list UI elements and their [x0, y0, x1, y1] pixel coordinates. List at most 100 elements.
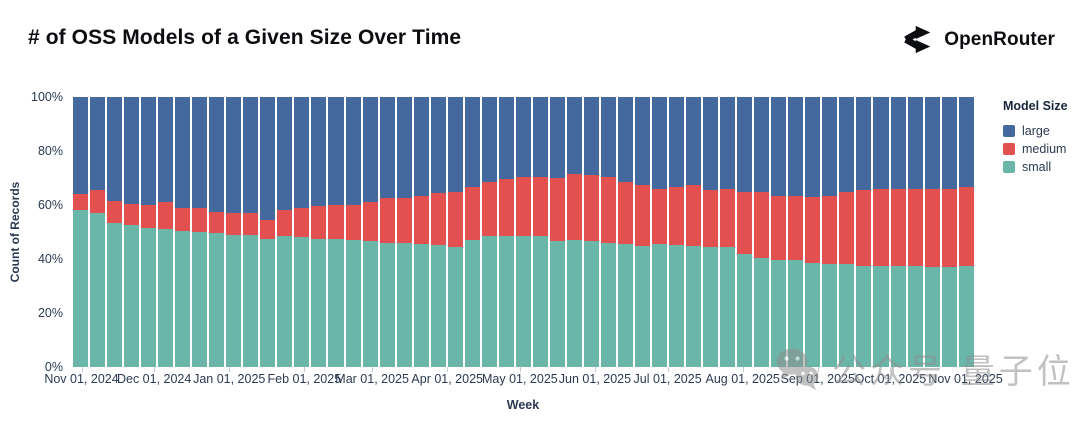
bar-segment-large[interactable] — [754, 97, 770, 192]
bar-segment-small[interactable] — [447, 246, 463, 367]
bar-segment-large[interactable] — [566, 97, 582, 174]
stacked-bar[interactable] — [652, 97, 668, 367]
bar-segment-medium[interactable] — [720, 188, 736, 247]
bar-segment-medium[interactable] — [90, 190, 106, 214]
bar-segment-large[interactable] — [737, 97, 753, 192]
stacked-bar[interactable] — [941, 97, 957, 367]
bar-segment-large[interactable] — [464, 97, 480, 188]
bar-segment-small[interactable] — [788, 260, 804, 367]
stacked-bar[interactable] — [924, 97, 940, 367]
bar-segment-large[interactable] — [941, 97, 957, 189]
stacked-bar[interactable] — [754, 97, 770, 367]
bar-segment-large[interactable] — [192, 97, 208, 208]
bar-segment-large[interactable] — [328, 97, 344, 205]
stacked-bar[interactable] — [549, 97, 565, 367]
stacked-bar[interactable] — [771, 97, 787, 367]
stacked-bar[interactable] — [481, 97, 497, 367]
bar-segment-small[interactable] — [907, 265, 923, 367]
bar-segment-large[interactable] — [277, 97, 293, 211]
bar-segment-medium[interactable] — [243, 213, 259, 235]
stacked-bar[interactable] — [737, 97, 753, 367]
bar-segment-medium[interactable] — [907, 188, 923, 266]
stacked-bar[interactable] — [277, 97, 293, 367]
bar-segment-small[interactable] — [737, 253, 753, 367]
bar-segment-large[interactable] — [788, 97, 804, 196]
bar-segment-small[interactable] — [277, 236, 293, 367]
bar-segment-small[interactable] — [90, 213, 106, 367]
bar-segment-large[interactable] — [652, 97, 668, 189]
bar-segment-large[interactable] — [158, 97, 174, 203]
stacked-bar[interactable] — [856, 97, 872, 367]
bar-segment-small[interactable] — [771, 260, 787, 367]
bar-segment-large[interactable] — [396, 97, 412, 199]
bar-segment-small[interactable] — [413, 244, 429, 367]
bar-segment-large[interactable] — [226, 97, 242, 214]
bar-segment-large[interactable] — [73, 97, 89, 195]
bar-segment-small[interactable] — [379, 242, 395, 367]
bar-segment-medium[interactable] — [566, 173, 582, 241]
bar-segment-medium[interactable] — [532, 176, 548, 237]
bar-segment-medium[interactable] — [73, 194, 89, 211]
bar-segment-small[interactable] — [311, 238, 327, 367]
bar-segment-small[interactable] — [481, 236, 497, 367]
bar-segment-medium[interactable] — [141, 205, 157, 228]
bar-segment-small[interactable] — [362, 241, 378, 367]
stacked-bar[interactable] — [618, 97, 634, 367]
bar-segment-large[interactable] — [907, 97, 923, 189]
bar-segment-large[interactable] — [430, 97, 446, 193]
bar-segment-small[interactable] — [635, 245, 651, 367]
bar-segment-small[interactable] — [141, 227, 157, 367]
stacked-bar[interactable] — [805, 97, 821, 367]
bar-segment-medium[interactable] — [498, 179, 514, 237]
bar-segment-small[interactable] — [345, 240, 361, 367]
bar-segment-medium[interactable] — [277, 210, 293, 237]
stacked-bar[interactable] — [907, 97, 923, 367]
stacked-bar[interactable] — [396, 97, 412, 367]
stacked-bar[interactable] — [720, 97, 736, 367]
bar-segment-small[interactable] — [430, 245, 446, 367]
stacked-bar[interactable] — [890, 97, 906, 367]
bar-segment-large[interactable] — [805, 97, 821, 197]
bar-segment-small[interactable] — [720, 246, 736, 367]
stacked-bar[interactable] — [226, 97, 242, 367]
stacked-bar[interactable] — [822, 97, 838, 367]
stacked-bar[interactable] — [958, 97, 974, 367]
bar-segment-large[interactable] — [515, 97, 531, 177]
bar-segment-large[interactable] — [532, 97, 548, 177]
bar-segment-large[interactable] — [720, 97, 736, 189]
legend-item-medium[interactable]: medium — [1003, 142, 1068, 156]
bar-segment-medium[interactable] — [447, 191, 463, 247]
bar-segment-large[interactable] — [583, 97, 599, 176]
stacked-bar[interactable] — [430, 97, 446, 367]
bar-segment-medium[interactable] — [158, 202, 174, 230]
bar-segment-small[interactable] — [669, 245, 685, 367]
bar-segment-medium[interactable] — [958, 187, 974, 266]
bar-segment-large[interactable] — [413, 97, 429, 196]
bar-segment-small[interactable] — [805, 263, 821, 367]
stacked-bar[interactable] — [515, 97, 531, 367]
stacked-bar[interactable] — [873, 97, 889, 367]
bar-segment-medium[interactable] — [379, 198, 395, 243]
bar-segment-medium[interactable] — [192, 207, 208, 232]
bar-segment-small[interactable] — [941, 267, 957, 367]
bar-segment-small[interactable] — [873, 265, 889, 367]
bar-segment-medium[interactable] — [345, 205, 361, 241]
bar-segment-large[interactable] — [362, 97, 378, 203]
bar-segment-large[interactable] — [124, 97, 140, 204]
bar-segment-medium[interactable] — [396, 198, 412, 243]
bar-segment-small[interactable] — [73, 210, 89, 367]
bar-segment-medium[interactable] — [771, 195, 787, 261]
bar-segment-small[interactable] — [924, 267, 940, 367]
bar-segment-small[interactable] — [652, 244, 668, 367]
bar-segment-medium[interactable] — [618, 182, 634, 245]
bar-segment-large[interactable] — [379, 97, 395, 199]
bar-segment-small[interactable] — [822, 264, 838, 367]
stacked-bar[interactable] — [498, 97, 514, 367]
bar-segment-large[interactable] — [924, 97, 940, 189]
bar-segment-medium[interactable] — [686, 184, 702, 246]
bar-segment-medium[interactable] — [583, 175, 599, 242]
bar-segment-large[interactable] — [600, 97, 616, 177]
stacked-bar[interactable] — [447, 97, 463, 367]
bar-segment-medium[interactable] — [805, 196, 821, 264]
stacked-bar[interactable] — [583, 97, 599, 367]
